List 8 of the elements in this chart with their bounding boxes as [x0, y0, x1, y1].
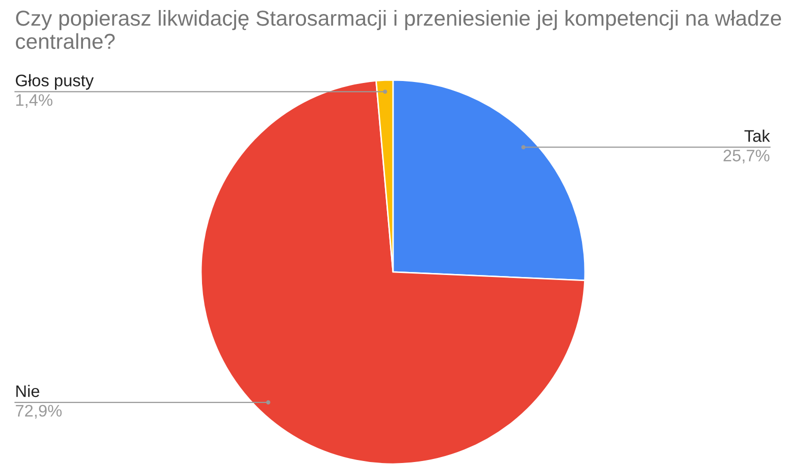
slice-label: Nie [16, 384, 40, 398]
slice-label: Głos pusty [16, 74, 94, 90]
chart-title: Czy popierasz likwidację Starosarmacji i przeniesienie jej kompetencji na władze centralne? [16, 10, 782, 50]
data-label: 25,7% [724, 150, 770, 164]
pie-slice [200, 80, 586, 465]
data-label: 72,9% [16, 404, 62, 419]
data-label: 1,4% [16, 94, 52, 108]
slice-label: Tak [744, 130, 770, 142]
